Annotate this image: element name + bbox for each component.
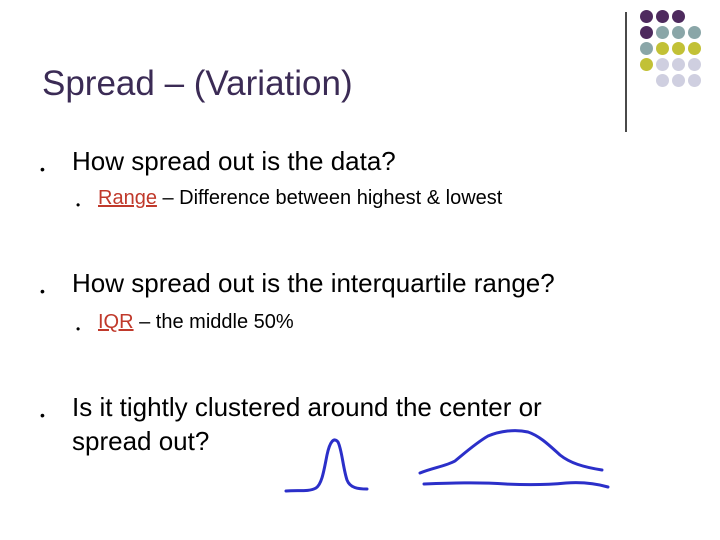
divider-line	[625, 12, 627, 132]
range-definition: – Difference between highest & lowest	[156, 187, 503, 209]
range-keyword: Range	[98, 187, 157, 209]
bullet-marker: •	[40, 161, 45, 177]
bullet-2-text: How spread out is the interquartile rang…	[72, 268, 555, 298]
decor-dot	[640, 10, 653, 23]
baseline-underline	[422, 481, 610, 489]
bullet-1-text: How spread out is the data?	[72, 146, 396, 176]
decor-dot	[656, 26, 669, 39]
decor-dot	[688, 42, 701, 55]
decor-dot	[656, 10, 669, 23]
bullet-marker: •	[40, 283, 45, 299]
decor-dot	[672, 74, 685, 87]
narrow-peak-curve	[284, 438, 369, 493]
bullet-marker: •	[76, 322, 81, 336]
decor-dot	[688, 26, 701, 39]
iqr-definition: – the middle 50%	[133, 311, 294, 333]
decor-dot	[672, 10, 685, 23]
decor-dot	[656, 42, 669, 55]
decor-dot	[640, 26, 653, 39]
decor-dot	[688, 58, 701, 71]
slide-title: Spread – (Variation)	[42, 64, 353, 103]
decor-dot	[656, 74, 669, 87]
decor-dot	[672, 42, 685, 55]
decor-dot	[672, 58, 685, 71]
bullet-3-line-1: Is it tightly clustered around the cente…	[72, 392, 542, 422]
decor-dot	[688, 74, 701, 87]
decor-dot	[656, 58, 669, 71]
decor-dot	[640, 42, 653, 55]
decor-dot	[640, 58, 653, 71]
bullet-marker: •	[76, 198, 81, 212]
bullet-marker: •	[40, 407, 45, 423]
bullet-3-line-2: spread out?	[72, 426, 210, 456]
decor-dot	[672, 26, 685, 39]
iqr-keyword: IQR	[98, 311, 134, 333]
wide-flat-curve	[418, 429, 604, 475]
